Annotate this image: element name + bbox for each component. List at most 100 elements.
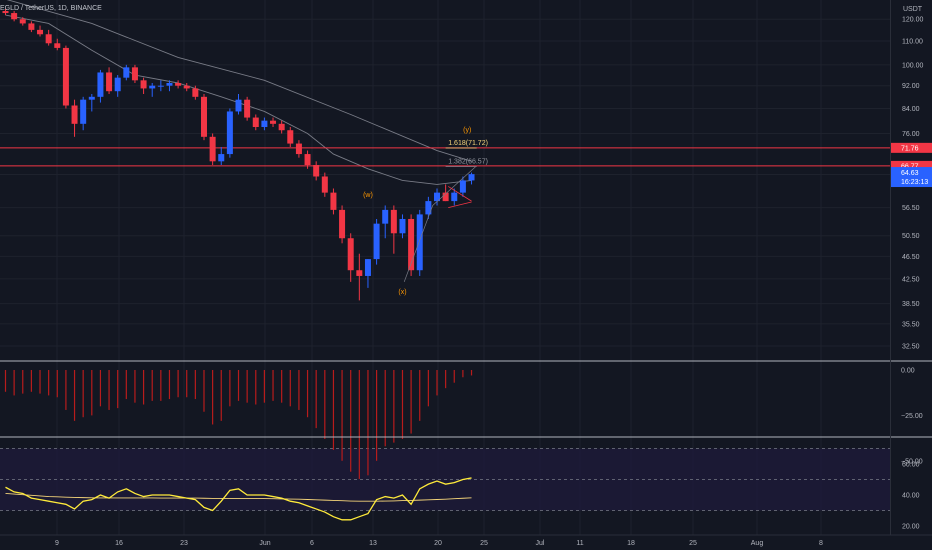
time-tick-label: Jun [259, 540, 270, 547]
candle-body [373, 223, 380, 260]
candle-body [80, 99, 87, 124]
time-tick-label: 18 [627, 540, 635, 547]
wave-label: (y) [463, 127, 471, 134]
candle-body [71, 105, 78, 124]
candle-body [226, 111, 233, 155]
candle-body [157, 85, 164, 87]
hline-price-label: 66.77 [901, 163, 919, 170]
macd-tick-label: 0.00 [901, 368, 915, 375]
time-tick-label: 8 [819, 540, 823, 547]
time-tick-label: 25 [480, 540, 488, 547]
price-tick-label: 120.00 [902, 17, 924, 24]
moving-average-line [5, 14, 472, 185]
price-tick-label: 100.00 [902, 62, 924, 69]
candle-body [2, 11, 9, 14]
candle-body [321, 176, 328, 193]
countdown-label: 16:23:13 [901, 179, 928, 186]
candle-body [175, 82, 182, 86]
candle-body [28, 23, 35, 30]
annotations[interactable]: 1.618(71.72) 1.382(66.57) (w) (x) (y) [363, 127, 488, 296]
candle-body [425, 201, 432, 215]
candle-body [45, 34, 52, 44]
symbol-legend: EGLD / TetherUS, 1D, BINANCE [0, 5, 102, 12]
time-tick-label: 20 [434, 540, 442, 547]
time-tick-label: 13 [369, 540, 377, 547]
price-tick-label: 42.50 [902, 276, 920, 283]
candle-body [442, 192, 449, 202]
candle-body [131, 67, 138, 81]
time-tick-label: 9 [55, 540, 59, 547]
candle-body [19, 19, 26, 24]
candle-body [459, 180, 466, 193]
candle-body [330, 192, 337, 210]
last-price-tag [891, 167, 932, 188]
candle-body [252, 117, 259, 127]
macd-histogram [4, 370, 473, 479]
wave-label: (x) [398, 289, 406, 296]
candle-body [218, 154, 225, 162]
time-tick-label: Aug [751, 540, 764, 547]
macd-tick-label: −50.00 [901, 458, 923, 465]
candle-body [451, 192, 458, 202]
price-tick-label: 38.50 [902, 301, 920, 308]
time-axis[interactable]: 9 16 23 Jun 6 13 20 25 Jul 11 18 25 Aug 8 [55, 540, 823, 547]
horizontal-lines[interactable] [0, 147, 890, 167]
moving-averages [5, 0, 472, 185]
price-tick-label: 32.50 [902, 344, 920, 351]
candle-body [434, 192, 440, 202]
candle-body [364, 259, 371, 276]
hline-price-tag [891, 160, 932, 171]
time-tick-label: 23 [180, 540, 188, 547]
candle-body [382, 209, 389, 224]
candle-body [347, 238, 354, 271]
candle-body [244, 99, 251, 118]
candle-body [313, 165, 320, 177]
moving-average-line [6, 0, 472, 162]
candle-body [270, 120, 277, 124]
candle-body [339, 209, 346, 239]
trend-line [448, 186, 472, 202]
candle-body [106, 72, 113, 92]
price-tick-label: 56.50 [902, 205, 920, 212]
candle-body [399, 218, 406, 234]
pane-separators[interactable] [0, 0, 932, 536]
candle-body [356, 270, 363, 276]
fib-level-label: 1.382(66.57) [448, 159, 488, 166]
candle-body [235, 99, 242, 112]
candle-body [183, 85, 190, 89]
candle-body [295, 143, 302, 155]
candle-body [287, 130, 294, 144]
candle-body [88, 96, 95, 100]
grid-lines [0, 0, 890, 535]
hline-price-label: 71.76 [901, 145, 919, 152]
candle-body [54, 43, 61, 48]
price-tick-label: 50.50 [902, 233, 920, 240]
fib-level-label: 1.618(71.72) [448, 140, 488, 147]
projection-line [403, 166, 477, 282]
price-axis[interactable]: USDT 32.50 35.50 38.50 42.50 46.50 50.50 56.50 6… [891, 6, 932, 531]
candle-body [468, 174, 475, 181]
symbol-label: EGLD / TetherUS, 1D, BINANCE [0, 5, 102, 12]
rsi-tick-label: 40.00 [902, 493, 920, 500]
time-tick-label: 11 [576, 540, 583, 547]
time-tick-label: 6 [310, 540, 314, 547]
candle-body [390, 209, 397, 234]
time-tick-label: 16 [115, 540, 123, 547]
candle-body [149, 85, 156, 89]
price-tick-label: 46.50 [902, 254, 920, 261]
candle-body [166, 82, 173, 86]
candle-body [278, 123, 285, 131]
candle-body [140, 80, 147, 89]
time-tick-label: Jul [536, 540, 545, 547]
price-tick-label: 35.50 [902, 321, 920, 328]
rsi-tick-label: 20.00 [902, 524, 920, 531]
candles [2, 9, 475, 301]
candle-body [304, 154, 311, 166]
rsi-lines [5, 477, 472, 521]
candle-body [209, 136, 216, 162]
price-tick-label: 110.00 [902, 39, 923, 46]
rsi-ma-line [5, 493, 472, 502]
candle-body [261, 120, 268, 127]
rsi-band [0, 448, 890, 511]
